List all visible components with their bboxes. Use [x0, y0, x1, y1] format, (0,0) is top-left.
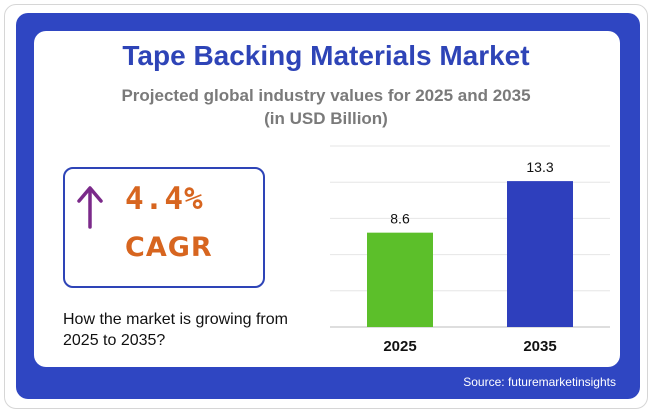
bar-2025	[367, 232, 433, 327]
bar-2035	[507, 181, 573, 327]
x-tick-label-2025: 2025	[383, 338, 416, 355]
data-label-2025: 8.6	[390, 211, 410, 227]
growth-description: How the market is growing from 2025 to 2…	[63, 311, 288, 349]
up-arrow-icon	[77, 186, 103, 229]
x-tick-label-2035: 2035	[523, 338, 556, 355]
chart-subtitle-units: (in USD Billion)	[264, 109, 388, 128]
cagr-label: CAGR	[125, 232, 213, 263]
chart-subtitle: Projected global industry values for 202…	[121, 86, 531, 105]
data-label-2035: 13.3	[526, 159, 553, 175]
cagr-box: 4.4% CAGR	[63, 167, 265, 288]
chart-title: Tape Backing Materials Market	[122, 40, 530, 71]
cagr-value: 4.4%	[125, 181, 204, 217]
source-note: Source: futuremarketinsights	[463, 375, 616, 389]
